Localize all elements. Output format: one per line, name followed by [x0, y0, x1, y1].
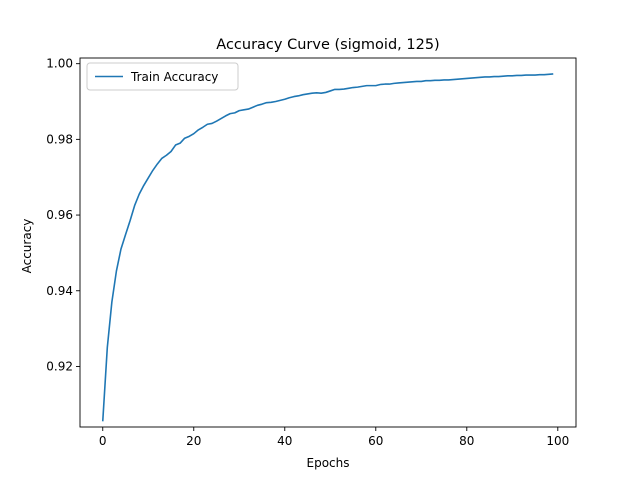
- x-tick-label: 0: [99, 434, 107, 448]
- x-axis-title: Epochs: [307, 456, 350, 470]
- y-tick-label: 1.00: [46, 57, 73, 71]
- legend-label-train-accuracy: Train Accuracy: [130, 70, 218, 84]
- y-tick-label: 0.96: [46, 208, 73, 222]
- chart-title: Accuracy Curve (sigmoid, 125): [216, 37, 439, 53]
- y-axis-title: Accuracy: [20, 219, 34, 274]
- y-tick-label: 0.92: [46, 359, 73, 373]
- y-tick-label: 0.94: [46, 284, 73, 298]
- legend-box: [86, 62, 239, 91]
- legend: Train Accuracy: [86, 62, 239, 91]
- series-line-0: [101, 73, 554, 422]
- x-tick-label: 100: [546, 434, 569, 448]
- axes-frame: [79, 57, 577, 428]
- x-tick-label: 40: [277, 434, 292, 448]
- plot-area: 0 20 40 60 80 100 0.92 0.94 0.96 0.98 1.00: [46, 57, 577, 448]
- x-tick-label: 20: [186, 434, 201, 448]
- y-tick-label: 0.98: [46, 132, 73, 146]
- x-tick-label: 60: [368, 434, 383, 448]
- x-tick-label: 80: [459, 434, 474, 448]
